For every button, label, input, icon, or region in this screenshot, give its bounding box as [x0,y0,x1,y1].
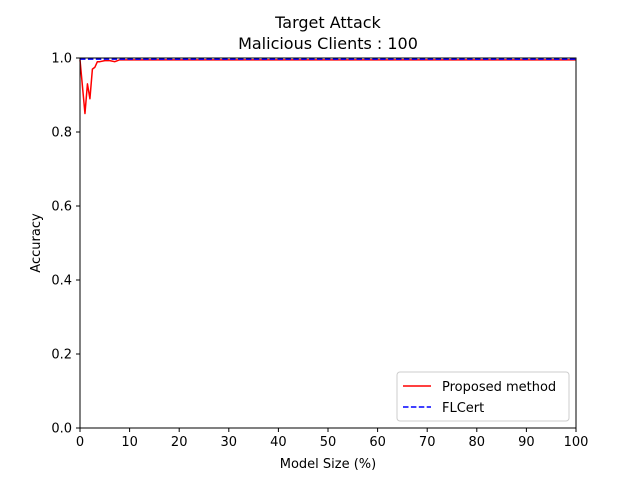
y-tick-label: 0.8 [51,126,72,141]
y-tick-label: 0.4 [51,274,72,289]
x-tick-label: 80 [469,435,486,450]
series-layer [79,58,576,115]
x-axis-label: Model Size (%) [280,457,376,472]
x-tick-label: 70 [419,435,436,450]
y-tick-label: 0.6 [51,200,72,215]
x-tick-label: 0 [76,435,84,450]
y-axis-ticks: 0.0 0.2 0.4 0.6 0.8 1.0 [51,52,80,437]
legend: Proposed method FLCert [396,371,570,422]
x-tick-label: 100 [564,435,589,450]
x-tick-label: 90 [518,435,535,450]
legend-label-flcert: FLCert [442,401,484,416]
x-tick-label: 30 [221,435,238,450]
chart-title: Target Attack [274,13,381,32]
y-tick-label: 0.0 [51,422,72,437]
chart-subtitle: Malicious Clients : 100 [238,34,418,53]
legend-box [396,371,570,422]
x-axis-ticks: 0 10 20 30 40 50 60 70 80 90 100 [76,428,589,450]
x-tick-label: 20 [171,435,188,450]
x-tick-label: 10 [121,435,138,450]
legend-label-proposed-method: Proposed method [442,380,556,395]
y-tick-label: 1.0 [51,52,72,67]
plot-background [80,58,576,428]
plot-area [79,57,577,429]
y-axis-label: Accuracy [29,213,44,273]
x-tick-label: 60 [369,435,386,450]
x-tick-label: 50 [320,435,337,450]
y-tick-label: 0.2 [51,348,72,363]
x-tick-label: 40 [270,435,287,450]
